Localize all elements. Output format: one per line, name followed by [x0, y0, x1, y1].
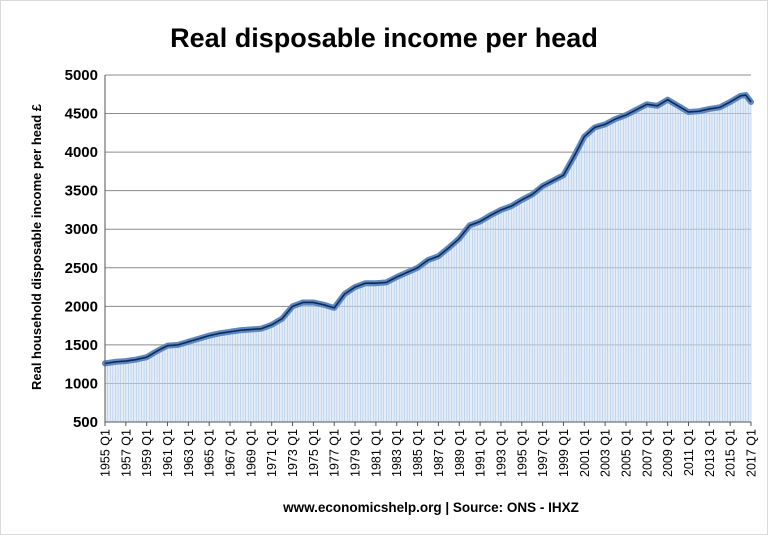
y-tick-label: 4000: [65, 144, 98, 161]
x-tick-label: 1965 Q1: [203, 429, 217, 477]
x-tick-labels: 1955 Q1 1957 Q1 1959 Q1 1961 Q1 1963 Q1 1965 …: [99, 422, 759, 477]
x-tick-label: 1959 Q1: [140, 429, 154, 477]
x-tick-label: 2015 Q1: [724, 429, 738, 477]
y-tick-label: 5000: [65, 67, 98, 84]
x-axis-label: www.economicshelp.org | Source: ONS - IH…: [282, 500, 579, 515]
x-tick-label: 1991 Q1: [474, 429, 488, 477]
x-tick-label: 1979 Q1: [349, 429, 363, 477]
x-tick-label: 1993 Q1: [494, 429, 508, 477]
x-tick-label: 1971 Q1: [265, 429, 279, 477]
y-tick-label: 1000: [65, 375, 98, 392]
x-tick-label: 1977 Q1: [328, 429, 342, 477]
area-hatching: [104, 95, 752, 422]
x-tick-label: 2011 Q1: [682, 429, 696, 476]
x-tick-label: 1989 Q1: [453, 429, 467, 477]
x-tick-label: 2001 Q1: [578, 429, 592, 477]
x-tick-label: 1983 Q1: [390, 429, 404, 477]
x-tick-label: 1999 Q1: [557, 429, 571, 477]
chart-title: Real disposable income per head: [170, 23, 598, 53]
x-tick-label: 1973 Q1: [286, 429, 300, 477]
x-tick-label: 1985 Q1: [411, 429, 425, 477]
x-tick-label: 2013 Q1: [703, 429, 717, 477]
y-tick-label: 3500: [65, 183, 98, 200]
series-layer: [102, 92, 754, 367]
x-tick-label: 1969 Q1: [244, 429, 258, 477]
x-tick-label: 2009 Q1: [661, 429, 675, 477]
y-tick-label: 4500: [65, 106, 98, 123]
y-tick-label: 1500: [65, 337, 98, 354]
y-axis-label: Real household disposable income per hea…: [29, 103, 44, 390]
x-tick-label: 1967 Q1: [224, 429, 238, 477]
x-tick-label: 2003 Q1: [599, 429, 613, 477]
y-tick-label: 500: [73, 414, 98, 431]
axes-layer: [104, 75, 751, 423]
x-tick-label: 2005 Q1: [619, 429, 633, 477]
y-tick-labels: 500 1000 1500 2000 2500 3000 3500 4000 4500 5000: [65, 67, 98, 431]
x-tick-label: 1981 Q1: [369, 429, 383, 477]
y-tick-label: 3000: [65, 221, 98, 238]
x-tick-label: 1995 Q1: [515, 429, 529, 477]
x-tick-label: 2007 Q1: [640, 429, 654, 477]
series-line: [104, 94, 752, 365]
x-tick-label: 1957 Q1: [119, 429, 133, 477]
y-tick-label: 2000: [65, 298, 98, 315]
x-tick-label: 1987 Q1: [432, 429, 446, 477]
x-tick-label: 1963 Q1: [182, 429, 196, 477]
y-tick-label: 2500: [65, 260, 98, 277]
x-tick-label: 1997 Q1: [536, 429, 550, 477]
x-tick-label: 1955 Q1: [99, 429, 113, 477]
x-tick-label: 2017 Q1: [745, 429, 759, 477]
x-tick-label: 1975 Q1: [307, 429, 321, 477]
x-tick-label: 1961 Q1: [161, 429, 175, 477]
